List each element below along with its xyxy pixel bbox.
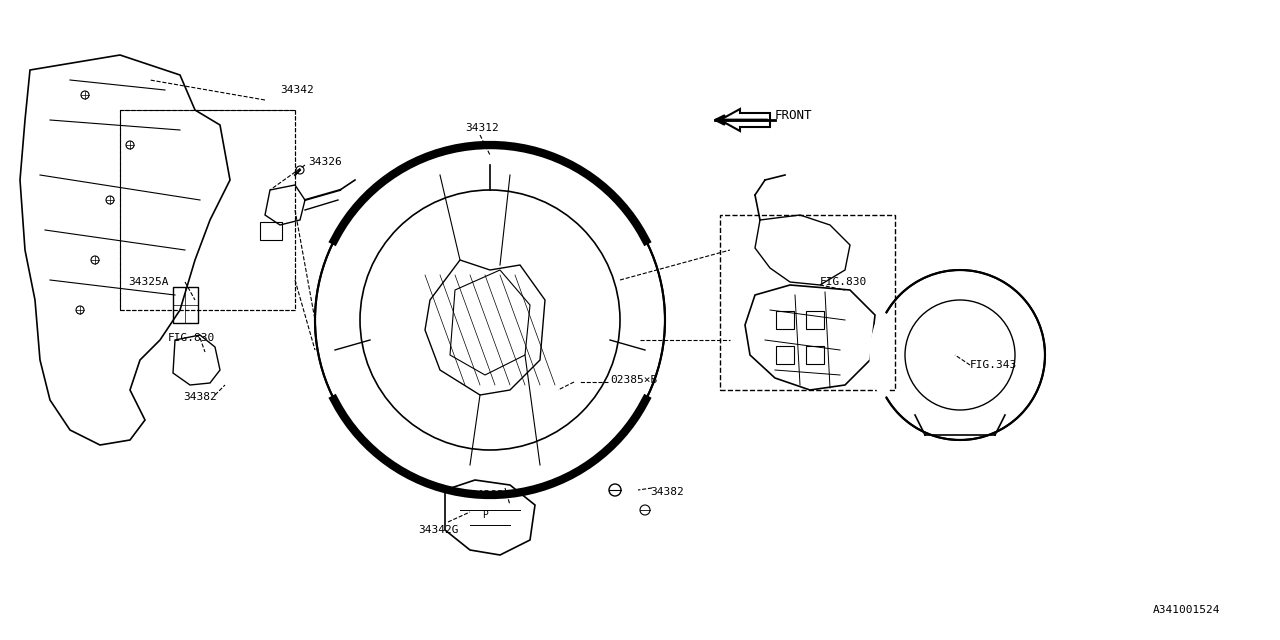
- Text: P: P: [483, 510, 488, 520]
- Text: 34342G: 34342G: [419, 525, 458, 535]
- Text: 34382: 34382: [470, 490, 504, 500]
- Text: 02385×B: 02385×B: [611, 375, 657, 385]
- Text: FIG.343: FIG.343: [970, 360, 1018, 370]
- Text: 34325A: 34325A: [128, 277, 169, 287]
- Text: FIG.830: FIG.830: [820, 277, 868, 287]
- Text: 34382: 34382: [650, 487, 684, 497]
- Text: 34382: 34382: [183, 392, 216, 402]
- Text: 34312: 34312: [465, 123, 499, 133]
- Text: A341001524: A341001524: [1152, 605, 1220, 615]
- Text: 34342: 34342: [280, 85, 314, 95]
- Text: 34326: 34326: [308, 157, 342, 167]
- Text: FIG.830: FIG.830: [168, 333, 215, 343]
- Text: FRONT: FRONT: [774, 109, 813, 122]
